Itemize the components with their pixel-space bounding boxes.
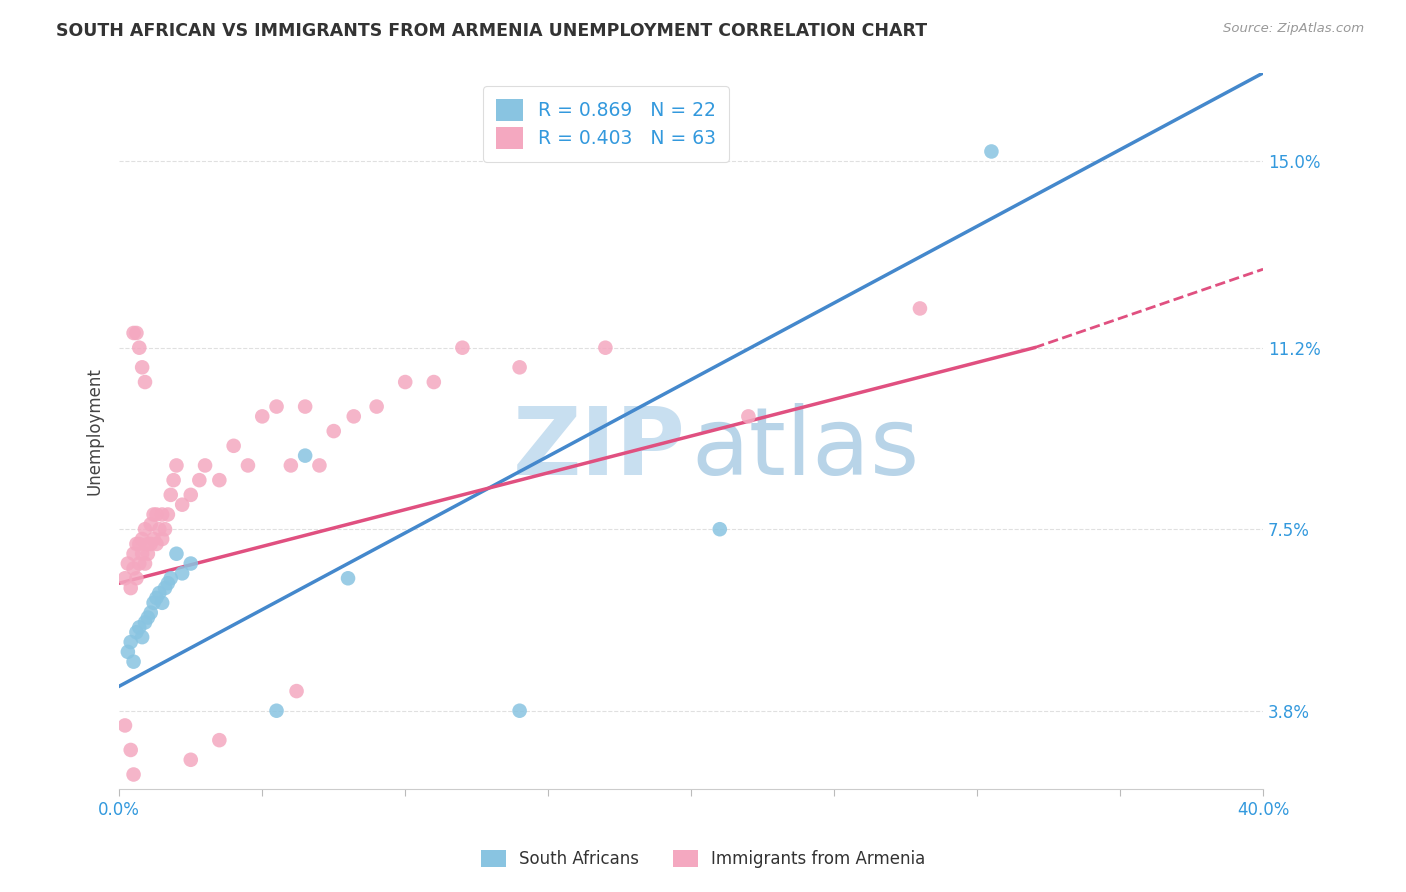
Point <box>136 537 159 551</box>
Point <box>136 547 159 561</box>
Text: ZIP: ZIP <box>513 403 686 495</box>
Point <box>128 557 150 571</box>
Point <box>136 610 159 624</box>
Point <box>180 488 202 502</box>
Point <box>128 620 150 634</box>
Point <box>125 326 148 340</box>
Point <box>737 409 759 424</box>
Point <box>142 596 165 610</box>
Point <box>128 537 150 551</box>
Legend: R = 0.869   N = 22, R = 0.403   N = 63: R = 0.869 N = 22, R = 0.403 N = 63 <box>484 86 728 162</box>
Point <box>222 439 245 453</box>
Point <box>125 537 148 551</box>
Y-axis label: Unemployment: Unemployment <box>86 368 103 495</box>
Point <box>150 532 173 546</box>
Point <box>131 630 153 644</box>
Point <box>208 473 231 487</box>
Text: atlas: atlas <box>692 403 920 495</box>
Point <box>120 635 142 649</box>
Point <box>122 767 145 781</box>
Point <box>172 566 194 581</box>
Point <box>308 458 330 473</box>
Point <box>117 557 139 571</box>
Point <box>148 586 170 600</box>
Point <box>236 458 259 473</box>
Point <box>134 375 156 389</box>
Point <box>145 537 167 551</box>
Point <box>153 522 176 536</box>
Point <box>150 508 173 522</box>
Point <box>709 522 731 536</box>
Point <box>117 645 139 659</box>
Point <box>122 655 145 669</box>
Point <box>145 591 167 605</box>
Point <box>266 704 288 718</box>
Point <box>122 561 145 575</box>
Point <box>134 615 156 630</box>
Point <box>423 375 446 389</box>
Legend: South Africans, Immigrants from Armenia: South Africans, Immigrants from Armenia <box>472 842 934 877</box>
Point <box>148 522 170 536</box>
Point <box>114 571 136 585</box>
Point <box>145 508 167 522</box>
Point <box>294 400 316 414</box>
Point <box>366 400 388 414</box>
Point <box>208 733 231 747</box>
Point <box>131 532 153 546</box>
Point <box>134 557 156 571</box>
Point <box>180 753 202 767</box>
Point <box>166 458 188 473</box>
Text: SOUTH AFRICAN VS IMMIGRANTS FROM ARMENIA UNEMPLOYMENT CORRELATION CHART: SOUTH AFRICAN VS IMMIGRANTS FROM ARMENIA… <box>56 22 928 40</box>
Point <box>131 360 153 375</box>
Point <box>139 517 162 532</box>
Point <box>595 341 617 355</box>
Point <box>122 547 145 561</box>
Point <box>908 301 931 316</box>
Point <box>162 473 184 487</box>
Point <box>159 571 181 585</box>
Point <box>266 400 288 414</box>
Point <box>128 341 150 355</box>
Point <box>194 458 217 473</box>
Point <box>150 596 173 610</box>
Point <box>172 498 194 512</box>
Point <box>134 522 156 536</box>
Text: Source: ZipAtlas.com: Source: ZipAtlas.com <box>1223 22 1364 36</box>
Point <box>322 424 344 438</box>
Point <box>114 718 136 732</box>
Point <box>285 684 308 698</box>
Point <box>159 488 181 502</box>
Point <box>343 409 366 424</box>
Point <box>451 341 474 355</box>
Point <box>153 581 176 595</box>
Point <box>125 625 148 640</box>
Point <box>509 360 531 375</box>
Point <box>188 473 211 487</box>
Point <box>120 743 142 757</box>
Point <box>125 571 148 585</box>
Point <box>131 547 153 561</box>
Point <box>142 508 165 522</box>
Point <box>394 375 416 389</box>
Point <box>180 557 202 571</box>
Point <box>509 704 531 718</box>
Point <box>156 576 179 591</box>
Point <box>980 145 1002 159</box>
Point <box>294 449 316 463</box>
Point <box>280 458 302 473</box>
Point <box>139 606 162 620</box>
Point <box>122 326 145 340</box>
Point <box>139 537 162 551</box>
Point <box>337 571 360 585</box>
Point <box>156 508 179 522</box>
Point <box>120 581 142 595</box>
Point <box>166 547 188 561</box>
Point <box>142 532 165 546</box>
Point <box>252 409 274 424</box>
